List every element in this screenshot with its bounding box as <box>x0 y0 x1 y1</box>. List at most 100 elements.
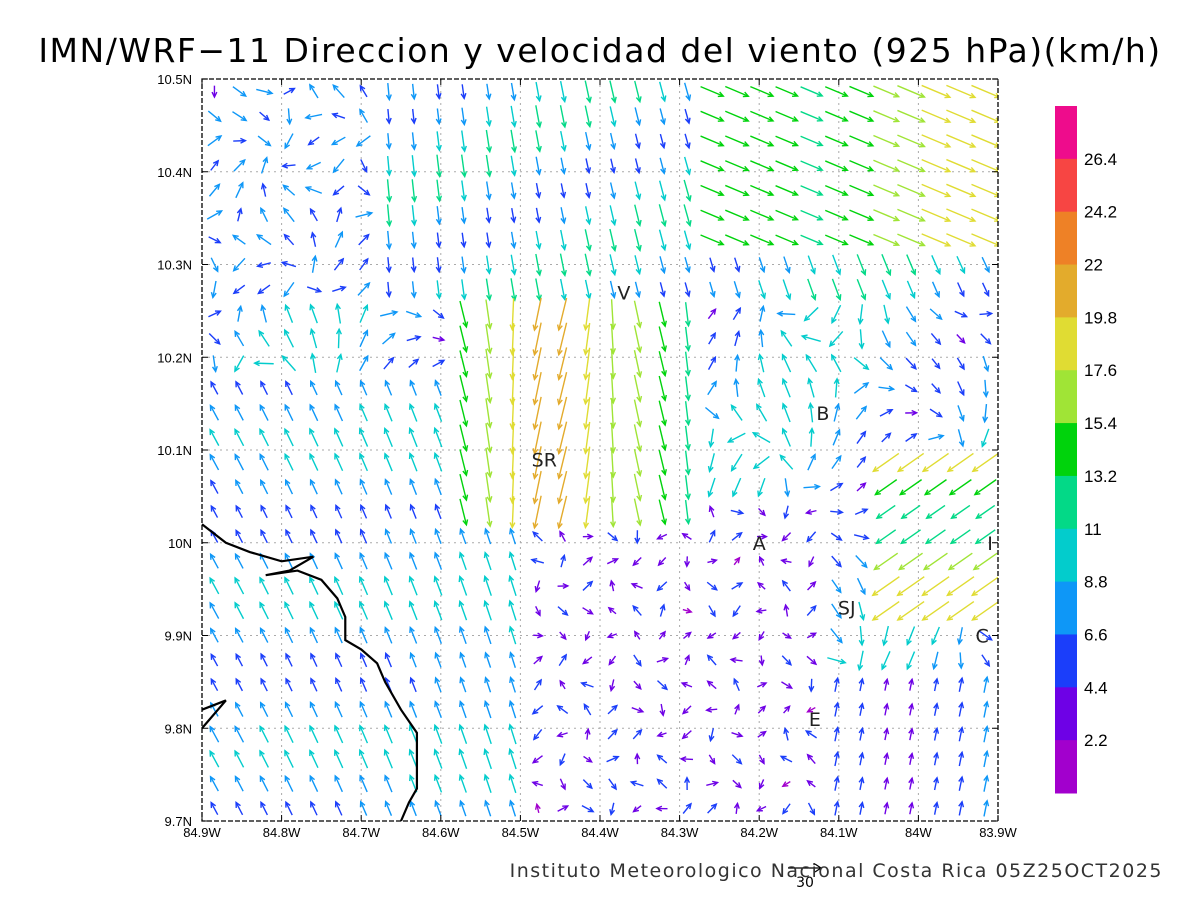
wind-vector <box>211 355 218 374</box>
wind-vector-head <box>260 206 266 214</box>
wind-vector-shaft <box>459 375 468 402</box>
wind-vector <box>383 600 393 620</box>
wind-vector-head <box>384 528 391 536</box>
wind-vector <box>259 775 269 792</box>
wind-vector-head <box>808 560 814 568</box>
wind-vector-shaft <box>856 456 866 468</box>
wind-vector <box>957 429 965 448</box>
wind-vector-shaft <box>533 679 542 691</box>
wind-vector-shaft <box>707 803 717 814</box>
wind-vector <box>755 403 768 422</box>
wind-vector-shaft <box>750 135 774 147</box>
wind-vector-head <box>785 633 792 639</box>
wind-vector <box>334 774 344 793</box>
wind-vector <box>700 209 725 221</box>
wind-vector-head <box>760 292 767 300</box>
wind-vector <box>582 556 594 566</box>
wind-vector-head <box>334 774 340 782</box>
wind-vector <box>556 322 568 357</box>
wind-vector <box>358 600 369 620</box>
wind-vector <box>485 348 493 380</box>
wind-vector <box>434 625 443 644</box>
wind-vector-shaft <box>905 433 917 442</box>
wind-vector <box>359 551 368 570</box>
lon-tick-label: 83.9W <box>979 825 1017 840</box>
wind-vector-head <box>560 633 567 641</box>
wind-vector <box>355 135 371 147</box>
wind-vector-shaft <box>853 382 869 394</box>
wind-vector-head <box>209 749 215 757</box>
wind-vector <box>831 579 842 594</box>
wind-vector <box>335 652 343 668</box>
wind-vector-shaft <box>409 404 418 422</box>
wind-vector-head <box>735 291 741 299</box>
wind-vector <box>858 625 865 647</box>
wind-vector-head <box>485 241 492 249</box>
colorbar-swatch <box>1055 158 1077 213</box>
wind-vector-head <box>861 561 868 569</box>
wind-vector <box>922 552 948 571</box>
wind-vector-head <box>717 116 725 122</box>
wind-vector-head <box>736 582 744 588</box>
wind-vector <box>532 347 542 382</box>
wind-vector-shaft <box>708 477 716 497</box>
wind-vector-shaft <box>610 373 614 403</box>
wind-vector-shaft <box>260 678 268 692</box>
wind-vector <box>433 773 443 793</box>
wind-vector <box>700 85 725 98</box>
wind-vector <box>584 630 591 642</box>
wind-vector-head <box>385 243 392 251</box>
wind-vector-head <box>899 538 907 545</box>
wind-vector <box>684 326 691 353</box>
wind-vector-head <box>636 321 643 329</box>
wind-vector <box>483 747 492 770</box>
wind-vector <box>733 801 740 814</box>
wind-vector-head <box>933 751 940 759</box>
wind-vector-head <box>486 322 493 330</box>
wind-vector-shaft <box>511 446 515 479</box>
wind-vector-head <box>484 676 490 684</box>
wind-vector <box>260 156 269 174</box>
wind-vector-head <box>610 96 617 104</box>
wind-vector-head <box>458 723 465 731</box>
wind-vector-shaft <box>856 431 866 444</box>
wind-vector-shaft <box>387 108 390 124</box>
wind-vector-shaft <box>897 452 925 472</box>
wind-vector <box>858 751 865 766</box>
wind-vector <box>756 581 766 590</box>
wind-vector-head <box>867 190 875 197</box>
wind-vector <box>800 334 821 343</box>
wind-vector-head <box>309 749 315 757</box>
wind-vector-shaft <box>634 107 641 125</box>
wind-vector-head <box>867 240 875 246</box>
lat-tick-label: 9.7N <box>165 814 192 829</box>
wind-vector-shaft <box>357 185 370 196</box>
wind-vector-shaft <box>235 653 244 667</box>
wind-vector-head <box>216 210 224 216</box>
city-label-e: E <box>809 709 821 731</box>
wind-vector <box>700 135 725 147</box>
wind-vector <box>898 479 923 496</box>
wind-vector-shaft <box>849 160 874 172</box>
wind-vector <box>875 504 896 520</box>
wind-vector-shaft <box>631 781 644 787</box>
wind-vector <box>384 626 393 644</box>
wind-vector <box>906 254 917 276</box>
wind-vector-shaft <box>808 378 815 398</box>
wind-vector-head <box>310 800 316 808</box>
wind-vector-head <box>742 190 750 197</box>
wind-vector-head <box>460 194 467 202</box>
wind-vector-shaft <box>234 776 244 792</box>
wind-vector-shaft <box>876 504 896 519</box>
wind-vector <box>210 380 219 395</box>
wind-vector-head <box>508 550 515 559</box>
wind-vector-head <box>610 143 617 151</box>
wind-vector <box>259 403 269 421</box>
wind-vector <box>207 110 222 123</box>
wind-vector <box>873 233 901 247</box>
wind-vector <box>335 503 343 519</box>
wind-vector-shaft <box>681 682 693 688</box>
wind-vector-shaft <box>682 730 692 739</box>
wind-vector-head <box>661 419 667 427</box>
wind-vector-head <box>435 144 442 152</box>
